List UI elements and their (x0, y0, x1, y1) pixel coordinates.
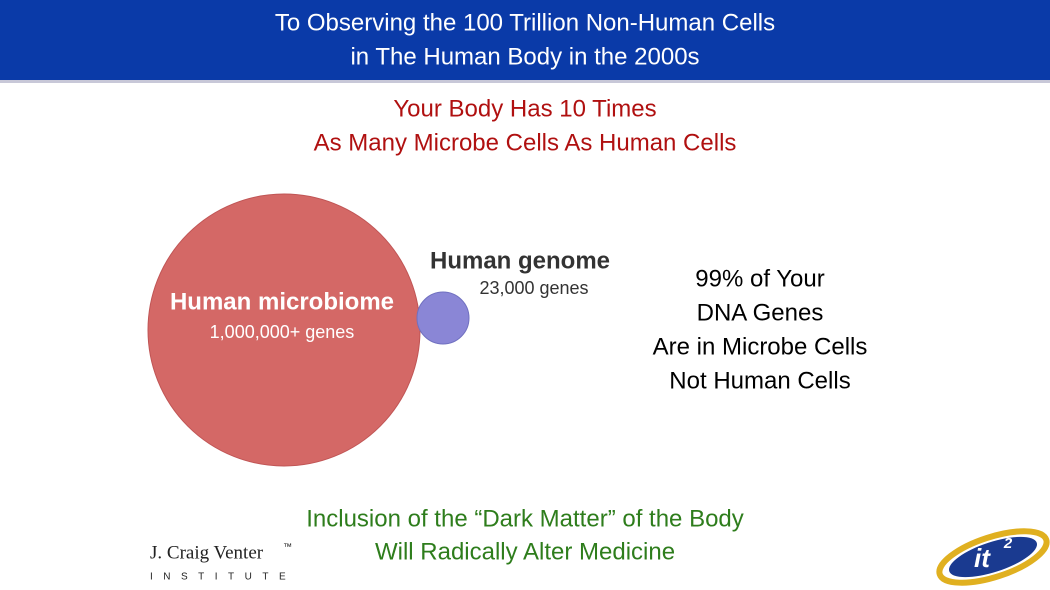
it2-ellipse (949, 536, 1037, 578)
header-shadow (0, 80, 1050, 83)
genome-circle (416, 291, 470, 345)
callout-line: Not Human Cells (669, 367, 850, 394)
genome-genes: 23,000 genes (479, 278, 588, 298)
callout-line: Are in Microbe Cells (653, 333, 868, 360)
header-bar (0, 0, 1050, 82)
jcvi-trademark: ™ (283, 541, 292, 551)
subtitle-line: As Many Microbe Cells As Human Cells (314, 129, 737, 156)
callout-line: DNA Genes (697, 299, 824, 326)
subtitle-line: Your Body Has 10 Times (393, 95, 656, 122)
jcvi-tagline: INSTITUTE (150, 572, 296, 583)
it2-swoosh (936, 528, 1050, 586)
callout-line: 99% of Your (695, 265, 824, 292)
genome-label: Human genome (430, 247, 610, 274)
conclusion-line: Inclusion of the “Dark Matter” of the Bo… (306, 505, 744, 532)
conclusion-line: Will Radically Alter Medicine (375, 538, 675, 565)
title-line: To Observing the 100 Trillion Non-Human … (275, 9, 775, 36)
microbiome-genes: 1,000,000+ genes (210, 322, 355, 342)
it2-superscript: 2 (1003, 535, 1013, 552)
title-line: in The Human Body in the 2000s (350, 43, 699, 70)
it2-text: it (974, 543, 991, 573)
jcvi-name: J. Craig Venter (150, 542, 264, 563)
microbiome-label: Human microbiome (170, 288, 394, 315)
